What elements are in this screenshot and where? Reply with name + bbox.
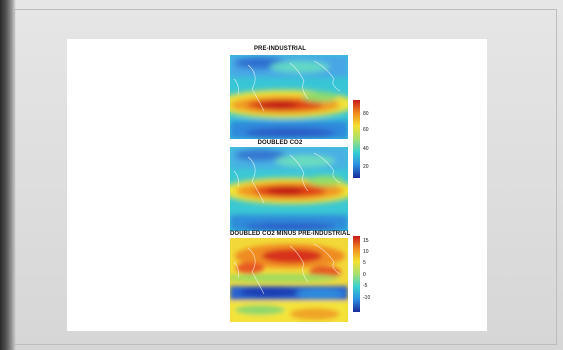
panel-3-coastlines [233,243,341,295]
panel-3-svg [230,238,348,322]
panel-1-colorbar-tick: 80 [363,111,369,117]
slide-inner-border [14,9,557,345]
panel-2-field [230,147,348,231]
panel-3-field [230,244,348,322]
panel-1-title: PRE-INDUSTRIAL [253,46,307,52]
panel-3-colorbar-tick: 0 [363,272,366,278]
panel-2-svg [230,147,348,231]
panel-1-colorbar-tick: 40 [363,146,369,152]
panel-1-colorbar-tick: 20 [363,164,369,170]
panel-3-colorbar [353,236,360,312]
panel-1-coastlines [233,60,341,112]
panel-1-svg [230,55,348,139]
panel-3-title: DOUBLED CO2 MINUS PRE-INDUSTRIAL [230,231,351,237]
panel-1-heatmap [230,55,348,139]
panel-1-colorbar-tick: 60 [363,127,369,133]
panel-3-colorbar-tick: -10 [363,295,371,301]
panel-2-heatmap [230,147,348,231]
panel-2-coastlines [233,152,341,204]
panel-3-colorbar-tick: 15 [363,238,369,244]
figure-card: PRE-INDUSTRIAL [67,39,487,331]
panel-1-field [230,55,348,139]
panel-1-colorbar [353,100,360,178]
panel-3-colorbar-tick: 5 [363,260,366,266]
panel-2-title: DOUBLED CO2 [257,140,303,146]
panel-3-heatmap [230,238,348,322]
panel-3-colorbar-tick: 10 [363,249,369,255]
slide-edge-shadow [0,0,16,350]
panel-3-colorbar-tick: -5 [363,283,368,289]
